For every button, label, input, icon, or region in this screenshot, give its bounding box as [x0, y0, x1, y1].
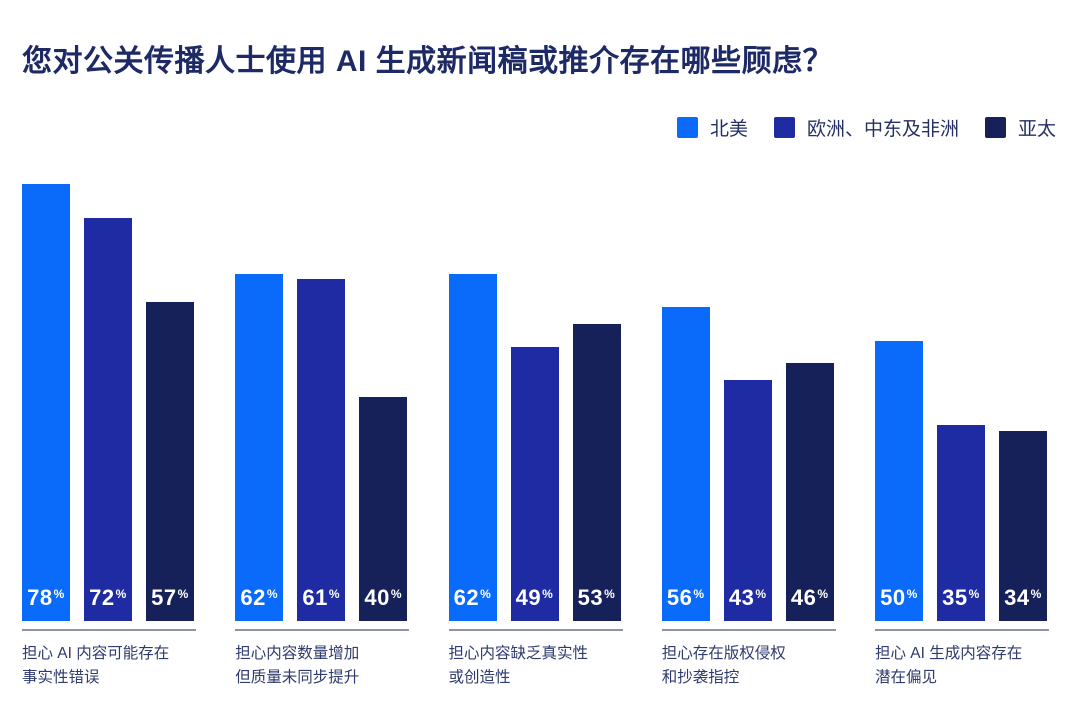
legend-swatch-1: [773, 116, 795, 138]
percent-sign: %: [115, 587, 127, 601]
bar-value-number: 49: [515, 585, 542, 610]
bar-group1-series2: 40%: [359, 397, 408, 621]
bar-group2-series2: 53%: [572, 324, 621, 621]
legend-label-1: 欧洲、中东及非洲: [806, 118, 959, 140]
bar-group3-series1: 43%: [723, 380, 772, 621]
bar-group0-series1: 72%: [84, 217, 132, 621]
group-divider-4: [875, 629, 1049, 631]
group-divider-3: [661, 629, 836, 631]
bar-group0-series0: 78%: [22, 184, 70, 621]
legend-item-0: 北美: [676, 114, 748, 141]
bar-group-0: 78% 72% 57% 担心 AI 内容可能存在 事实性错误: [22, 184, 196, 690]
bar-value-label: 62%: [235, 585, 283, 611]
bar-value-label: 34%: [999, 585, 1047, 611]
group-divider-0: [22, 629, 196, 631]
category-label-0: 担心 AI 内容可能存在 事实性错误: [22, 645, 170, 686]
bar-value-label: 61%: [297, 585, 345, 611]
bar-value-label: 40%: [359, 585, 407, 611]
bar-value-number: 46: [790, 585, 817, 610]
percent-sign: %: [266, 587, 279, 601]
bar-group4-series0: 50%: [875, 341, 923, 621]
percent-sign: %: [604, 587, 616, 601]
chart-title: 您对公关传播人士使用 AI 生成新闻稿或推介存在哪些顾虑？: [22, 45, 834, 78]
bar-value-label: 46%: [786, 585, 834, 611]
bars-row-0: 78% 72% 57%: [22, 184, 194, 621]
bar-value-label: 53%: [573, 585, 621, 611]
legend-swatch-0: [676, 116, 698, 138]
legend: 北美 欧洲、中东及非洲 亚太: [0, 114, 1056, 140]
percent-sign: %: [480, 587, 492, 601]
bar-group4-series1: 35%: [937, 425, 985, 621]
bar-value-number: 34: [1004, 585, 1030, 610]
percent-sign: %: [1030, 587, 1042, 601]
category-label-2: 担心内容缺乏真实性 或创造性: [448, 645, 589, 686]
bar-value-label: 62%: [449, 585, 497, 611]
bars-row-3: 56% 43% 46%: [661, 184, 834, 621]
bar-group3-series0: 56%: [661, 307, 710, 621]
bar-group2-series0: 62%: [448, 273, 497, 621]
bar-group0-series2: 57%: [146, 301, 194, 621]
bar-group2-series1: 49%: [510, 346, 559, 621]
bar-value-number: 72: [89, 585, 115, 610]
group-divider-2: [448, 629, 623, 631]
percent-sign: %: [755, 587, 767, 601]
bar-value-number: 43: [728, 585, 755, 610]
bar-group-2: 62% 49% 53% 担心内容缺乏真实性 或创造性: [448, 184, 623, 690]
bar-group-1: 62% 61% 40% 担心内容数量增加 但质量未同步提升: [235, 184, 410, 690]
bars-row-1: 62% 61% 40%: [235, 184, 408, 621]
bars-row-2: 62% 49% 53%: [448, 184, 621, 621]
bar-value-number: 78: [27, 585, 53, 610]
bar-value-number: 53: [577, 585, 604, 610]
bar-group-3: 56% 43% 46% 担心存在版权侵权 和抄袭指控: [661, 184, 836, 690]
legend-item-1: 欧洲、中东及非洲: [773, 114, 959, 141]
percent-sign: %: [817, 587, 829, 601]
bar-value-number: 62: [453, 585, 480, 610]
bar-value-label: 78%: [22, 585, 70, 611]
bar-value-label: 57%: [146, 585, 194, 611]
group-divider-1: [235, 629, 410, 631]
bar-value-number: 50: [880, 585, 906, 610]
percent-sign: %: [390, 587, 403, 601]
category-label-1: 担心内容数量增加 但质量未同步提升: [235, 645, 360, 686]
bar-group1-series1: 61%: [297, 279, 346, 621]
percent-sign: %: [177, 587, 189, 601]
percent-sign: %: [542, 587, 554, 601]
bar-value-label: 43%: [724, 585, 772, 611]
bar-group4-series2: 34%: [999, 430, 1047, 621]
bar-value-number: 62: [240, 585, 266, 610]
bar-group3-series2: 46%: [785, 363, 834, 621]
bars-row-4: 50% 35% 34%: [875, 184, 1047, 621]
bar-value-label: 72%: [84, 585, 132, 611]
legend-item-2: 亚太: [984, 114, 1056, 141]
legend-label-2: 亚太: [1017, 118, 1056, 140]
bar-value-number: 56: [666, 585, 693, 610]
legend-label-0: 北美: [709, 118, 748, 140]
category-label-3: 担心存在版权侵权 和抄袭指控: [661, 645, 786, 686]
percent-sign: %: [53, 587, 65, 601]
bar-value-number: 35: [942, 585, 968, 610]
percent-sign: %: [328, 587, 341, 601]
bar-group1-series0: 62%: [235, 273, 284, 621]
bar-group-4: 50% 35% 34% 担心 AI 生成内容存在 潜在偏见: [875, 184, 1049, 690]
category-label-4: 担心 AI 生成内容存在 潜在偏见: [875, 645, 1023, 686]
legend-swatch-2: [984, 116, 1006, 138]
bar-value-label: 49%: [511, 585, 559, 611]
bar-value-number: 40: [364, 585, 390, 610]
bar-value-label: 35%: [937, 585, 985, 611]
bar-value-label: 50%: [875, 585, 923, 611]
bar-value-number: 57: [151, 585, 177, 610]
percent-sign: %: [693, 587, 705, 601]
bar-value-label: 56%: [662, 585, 710, 611]
bar-value-number: 61: [302, 585, 328, 610]
percent-sign: %: [968, 587, 980, 601]
bar-chart: 78% 72% 57% 担心 AI 内容可能存在 事实性错误 62% 61% 40% 担心内容…: [0, 184, 1080, 690]
percent-sign: %: [906, 587, 918, 601]
